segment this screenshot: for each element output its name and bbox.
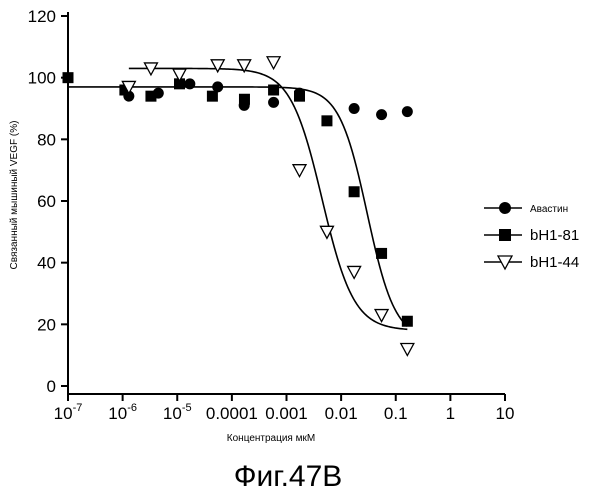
y-tick-label: 80	[37, 130, 56, 149]
x-tick-label: 10-6	[108, 402, 137, 423]
point-triangle	[373, 308, 390, 323]
x-tick-label: 0.001	[265, 404, 308, 423]
legend: Авастин bH1-81 bH1-44	[484, 202, 579, 271]
point-square	[376, 247, 388, 259]
point-square	[174, 78, 186, 90]
point-circle	[376, 109, 388, 121]
x-tick-label: 0.1	[384, 404, 408, 423]
point-circle	[184, 78, 196, 90]
point-triangle	[346, 265, 362, 280]
axes: 0 20 40 60 80 100 120 10-7 10-6 10-5 0.0001 0.001 0.…	[28, 7, 515, 423]
point-circle	[348, 103, 360, 114]
point-triangle	[171, 68, 188, 83]
x-tick-label: 1	[446, 404, 455, 423]
point-square	[238, 93, 250, 105]
point-square	[145, 90, 157, 102]
point-square	[62, 72, 74, 84]
point-triangle	[143, 62, 159, 77]
point-triangle	[319, 225, 335, 240]
point-square	[268, 84, 280, 96]
point-circle	[212, 81, 224, 93]
legend-label: bH1-44	[530, 254, 579, 271]
point-square	[294, 90, 306, 102]
point-square	[348, 186, 360, 198]
point-triangle	[291, 164, 308, 179]
fit-curve-square	[68, 86, 408, 327]
x-tick-label: 0.0001	[206, 404, 258, 423]
legend-label: bH1-81	[530, 227, 579, 244]
point-triangle	[399, 342, 415, 357]
point-circle	[268, 96, 280, 108]
point-circle	[401, 106, 413, 118]
point-triangle	[236, 59, 252, 74]
y-tick-label: 40	[37, 254, 56, 273]
x-tick-label: 10	[496, 404, 515, 423]
y-tick-label: 0	[47, 377, 56, 396]
point-square	[499, 229, 511, 241]
point-triangle	[496, 255, 514, 271]
point-triangle	[265, 56, 282, 71]
y-tick-label: 100	[28, 69, 56, 88]
fit-curve-triangle-down	[128, 67, 408, 331]
y-tick-label: 120	[28, 7, 56, 26]
legend-label: Авастин	[530, 204, 568, 215]
x-tick-label: 10-7	[54, 402, 83, 423]
y-tick-label: 60	[37, 192, 56, 211]
x-tick-label: 10-5	[163, 402, 192, 423]
point-triangle	[210, 59, 226, 74]
point-triangle	[121, 80, 137, 95]
x-tick-label: 0.01	[325, 404, 358, 423]
point-square	[206, 90, 218, 102]
point-square	[321, 115, 333, 127]
point-square	[401, 315, 413, 327]
point-square	[119, 84, 131, 96]
figure-caption: Фиг.47B	[234, 460, 343, 493]
point-circle	[499, 202, 511, 214]
y-tick-label: 20	[37, 315, 56, 334]
x-axis-label: Концентрация мкМ	[227, 433, 315, 444]
y-axis-label: Связанный мышиный VEGF (%)	[9, 121, 20, 270]
data-points	[62, 56, 415, 357]
